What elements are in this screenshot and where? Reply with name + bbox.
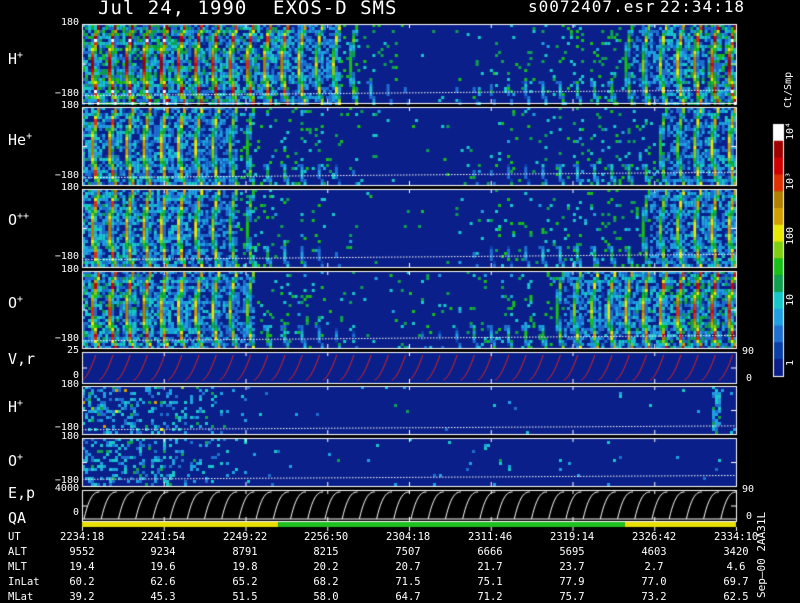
ephemeris-cell: 2249:22 [223,531,268,543]
ephemeris-cell: 7507 [395,546,421,558]
panel-ymax-o-plusplus: 180 [60,182,79,193]
ephemeris-cell: 6666 [477,546,503,558]
panel-ymax-vr: 25 [66,345,79,356]
ephemeris-cell: 20.7 [395,561,421,573]
ephemeris-cell: 5695 [559,546,585,558]
ephemeris-cell: 8215 [313,546,339,558]
ephemeris-label: MLT [8,561,27,573]
panel-ymax-o-plus-2: 180 [60,431,79,442]
ephemeris-cell: 4.6 [726,561,746,573]
panel-ymin-vr: 0 [72,370,79,381]
panel-ymax-h-plus: 180 [60,17,79,28]
panel-ymin-he-plus: −180 [54,170,79,181]
ephemeris-cell: 75.7 [559,591,585,603]
panel-right-bottom-ep: 0 [746,511,753,522]
ephemeris-cell: 62.5 [723,591,749,603]
ephemeris-cell: 68.2 [313,576,339,588]
panel-ymin-o-plusplus: −180 [54,251,79,262]
ephemeris-label: InLat [8,576,40,588]
ephemeris-cell: 60.2 [69,576,95,588]
ephemeris-cell: 62.6 [150,576,176,588]
panel-label-o-plus-2: O+ [8,452,24,470]
ephemeris-label: ALT [8,546,27,558]
colorbar-unit: Ct/Smp [783,71,794,108]
panel-label-ep: E,p [8,484,36,502]
ephemeris-cell: 3420 [723,546,749,558]
panel-label-o-plus: O+ [8,294,24,312]
ephemeris-cell: 4603 [641,546,667,558]
panel-right-bottom-vr: 0 [746,373,753,384]
ephemeris-row-alt: ALT 9552 9234 8791 8215 7507 6666 5695 4603 3420 [0,546,760,558]
header-time: 22:34:18 [660,0,746,16]
ephemeris-cell: 2256:50 [304,531,349,543]
ephemeris-cell: 2319:14 [550,531,595,543]
ephemeris-cell: 77.9 [559,576,585,588]
ephemeris-cell: 8791 [232,546,258,558]
ephemeris-cell: 19.4 [69,561,95,573]
panel-ymin-o-plus-2: −180 [54,475,79,486]
ephemeris-cell: 2234:18 [60,531,105,543]
ephemeris-cell: 71.2 [477,591,503,603]
panel-label-h-plus-2: H+ [8,398,24,416]
ephemeris-cell: 9234 [150,546,176,558]
ephemeris-label: MLat [8,591,34,603]
colorbar-tick: 100 [785,226,796,245]
footer-note: Sep–00 2AA31L [755,511,768,598]
ephemeris-cell: 23.7 [559,561,585,573]
ephemeris-cell: 64.7 [395,591,421,603]
ephemeris-cell: 73.2 [641,591,667,603]
ephemeris-cell: 19.6 [150,561,176,573]
panel-right-top-vr: 90 [742,346,755,357]
ephemeris-cell: 69.7 [723,576,749,588]
ephemeris-cell: 39.2 [69,591,95,603]
panel-label-o-plusplus: O++ [8,211,30,229]
ephemeris-cell: 2.7 [644,561,664,573]
ephemeris-cell: 2326:42 [632,531,677,543]
ephemeris-label: UT [8,531,21,543]
ephemeris-cell: 21.7 [477,561,503,573]
colorbar-tick: 10⁴ [785,121,796,140]
panel-label-h-plus: H+ [8,50,24,68]
ephemeris-row-inlat: InLat 60.2 62.6 65.2 68.2 71.5 75.1 77.9 77.0 69.… [0,576,760,588]
panel-ymax-o-plus: 180 [60,264,79,275]
ephemeris-cell: 9552 [69,546,95,558]
ephemeris-cell: 77.0 [641,576,667,588]
ephemeris-cell: 2304:18 [386,531,431,543]
ephemeris-cell: 71.5 [395,576,421,588]
header-date: Jul 24, 1990 [98,0,248,19]
panel-ymax-h-plus-2: 180 [60,379,79,390]
ephemeris-cell: 51.5 [232,591,258,603]
header-instrument: EXOS-D SMS [273,0,398,19]
header-file: s0072407.esr [528,0,656,16]
panel-label-vr: V,r [8,350,36,368]
colorbar-tick: 1 [785,359,796,366]
ephemeris-cell: 75.1 [477,576,503,588]
ephemeris-cell: 58.0 [313,591,339,603]
ephemeris-cell: 2334:10 [714,531,759,543]
ephemeris-cell: 2311:46 [468,531,513,543]
ephemeris-cell: 20.2 [313,561,339,573]
ephemeris-row-mlat: MLat 39.2 45.3 51.5 58.0 64.7 71.2 75.7 73.2 62.5 [0,591,760,603]
qa-label: QA [8,509,27,527]
ephemeris-cell: 2241:54 [141,531,186,543]
panel-label-he-plus: He+ [8,131,33,149]
panel-right-top-ep: 90 [742,484,755,495]
ephemeris-row-ut: UT 2234:18 2241:54 2249:22 2256:50 2304:18 231… [0,531,760,543]
panel-ymin-o-plus: −180 [54,333,79,344]
panel-ymin-h-plus: −180 [54,88,79,99]
ephemeris-cell: 19.8 [232,561,258,573]
panel-ymax-he-plus: 180 [60,100,79,111]
ephemeris-cell: 65.2 [232,576,258,588]
panel-ymin-ep: 0 [72,507,79,518]
ephemeris-cell: 45.3 [150,591,176,603]
colorbar-tick: 10 [785,293,796,306]
panel-ymax-ep: 4000 [54,483,79,494]
ephemeris-row-mlt: MLT 19.4 19.6 19.8 20.2 20.7 21.7 23.7 2.7 4.6 [0,561,760,573]
panel-ymin-h-plus-2: −180 [54,422,79,433]
colorbar-tick: 10³ [785,171,796,190]
